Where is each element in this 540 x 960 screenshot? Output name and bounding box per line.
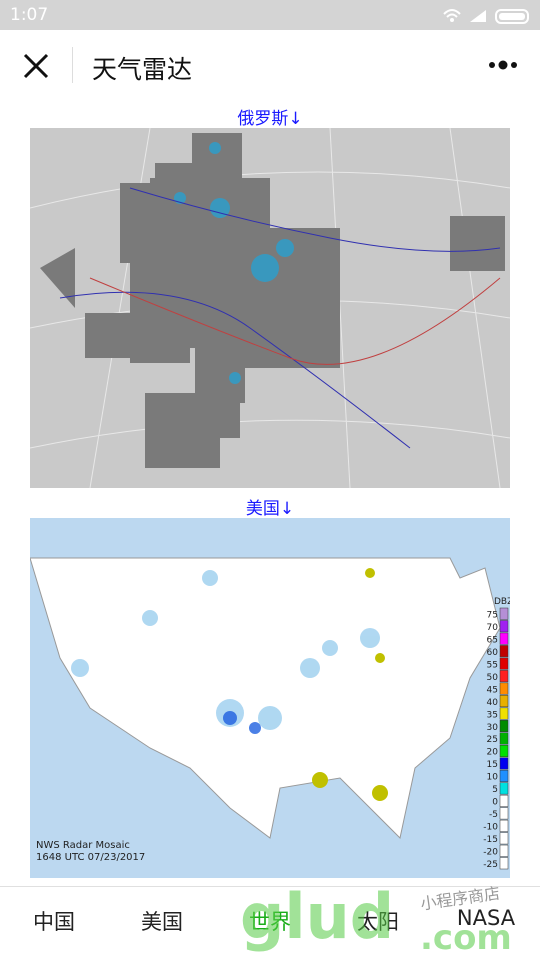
legend-swatch — [499, 857, 509, 870]
status-icons — [443, 9, 529, 24]
legend-label: 60 — [487, 648, 499, 658]
legend-label: 20 — [487, 748, 499, 758]
legend-label: 50 — [487, 673, 499, 683]
legend-swatch — [499, 620, 509, 633]
more-button[interactable] — [486, 58, 522, 72]
legend-label: 70 — [487, 623, 499, 633]
legend-label: -10 — [483, 823, 498, 833]
legend-swatch — [499, 695, 509, 708]
status-bar: 1:07 — [0, 0, 540, 30]
legend-label: -15 — [483, 835, 498, 845]
legend-label: 30 — [487, 723, 499, 733]
legend-label: 0 — [492, 798, 498, 808]
header — [0, 30, 540, 102]
us-radar-map: NWS Radar Mosaic 1648 UTC 07/23/2017 DBZ… — [30, 518, 510, 878]
legend-swatch — [499, 769, 509, 782]
section-label: 美国↓ — [245, 499, 295, 519]
legend-swatch — [499, 732, 509, 745]
legend-title: DBZ — [494, 597, 510, 607]
legend-swatch — [499, 682, 509, 695]
legend-label: 75 — [487, 610, 498, 620]
legend-label: 35 — [487, 710, 498, 720]
russia-radar-map — [30, 128, 510, 488]
legend-swatch — [499, 794, 509, 807]
tab[interactable]: NASA — [456, 906, 516, 930]
map-caption: NWS Radar Mosaic — [36, 840, 130, 851]
legend-label: 40 — [487, 698, 499, 708]
legend-label: 55 — [487, 660, 498, 670]
legend-swatch — [499, 645, 509, 658]
legend-swatch — [499, 832, 509, 845]
legend-label: -25 — [483, 860, 498, 870]
legend-label: 5 — [492, 785, 498, 795]
section-label: 俄罗斯↓ — [237, 109, 303, 129]
legend-swatch — [499, 707, 509, 720]
legend-swatch — [499, 844, 509, 857]
legend-label: -5 — [489, 810, 498, 820]
watermark-domain: .com — [420, 918, 512, 958]
legend-swatch — [499, 782, 509, 795]
legend-label: 10 — [487, 773, 499, 783]
legend-label: 15 — [487, 760, 498, 770]
legend-swatch — [499, 720, 509, 733]
tab[interactable]: 太阳 — [357, 910, 399, 934]
tab[interactable]: 中国 — [33, 910, 75, 934]
legend-label: 25 — [487, 735, 498, 745]
close-button[interactable] — [22, 52, 52, 82]
legend-swatch — [499, 807, 509, 820]
clock: 1:07 — [10, 5, 49, 25]
legend-swatch — [499, 607, 509, 620]
legend-swatch — [499, 670, 509, 683]
divider — [72, 47, 73, 83]
legend-swatch — [499, 819, 509, 832]
legend-swatch — [499, 744, 509, 757]
tab[interactable]: 世界 — [249, 910, 291, 934]
legend-label: -20 — [483, 848, 498, 858]
legend-swatch — [499, 657, 509, 670]
legend-label: 45 — [487, 685, 498, 695]
legend-label: 65 — [487, 635, 498, 645]
watermark-logo: glud — [240, 880, 395, 953]
tab-bar-border — [0, 886, 540, 887]
tab[interactable]: 美国 — [141, 910, 183, 934]
legend-swatch — [499, 757, 509, 770]
legend-swatch — [499, 632, 509, 645]
page-title: 天气雷达 — [92, 55, 193, 84]
map-caption: 1648 UTC 07/23/2017 — [36, 852, 145, 863]
